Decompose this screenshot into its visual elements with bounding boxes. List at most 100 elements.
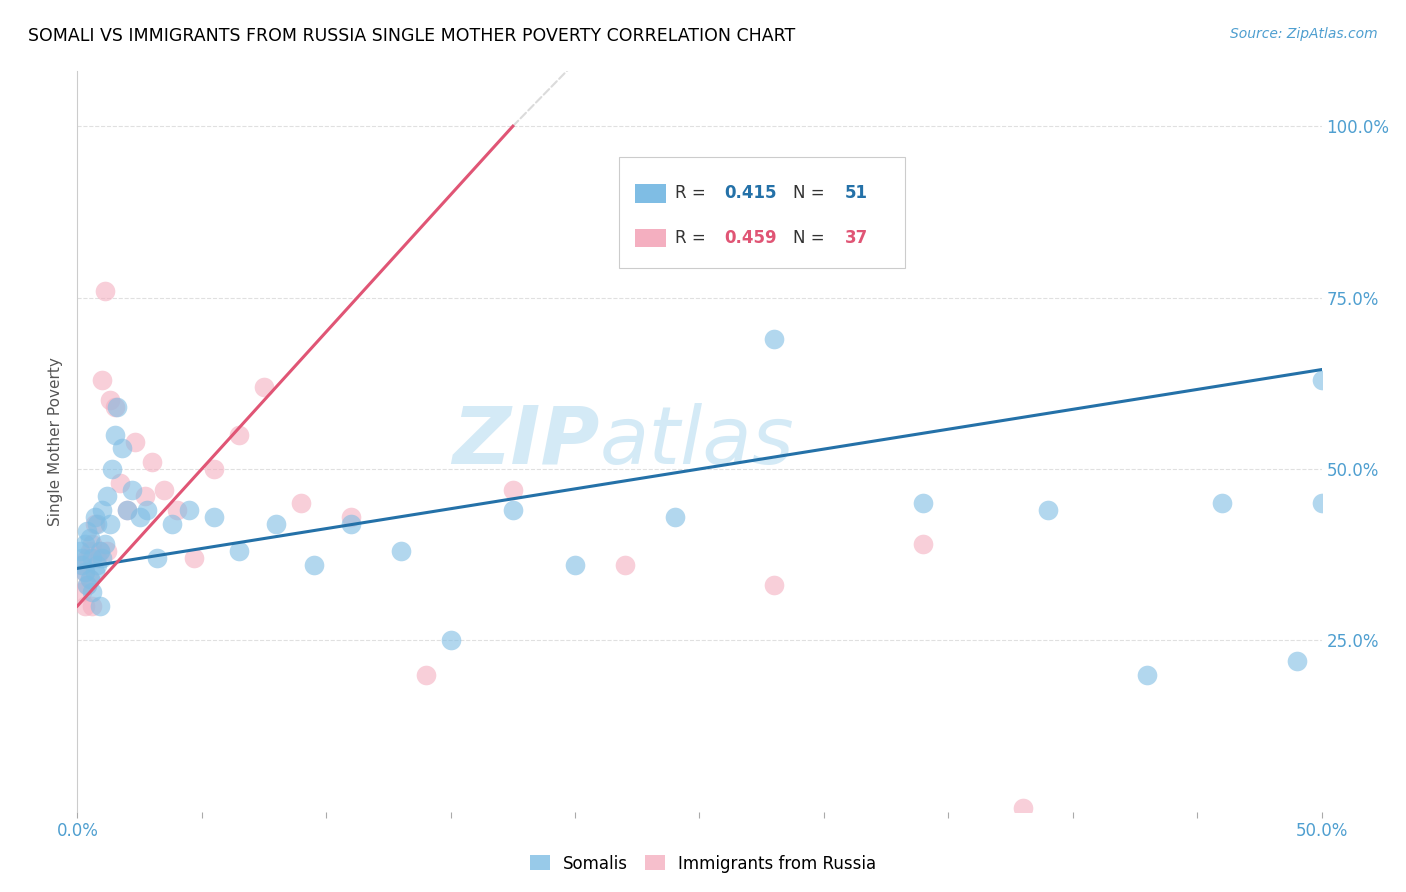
Point bbox=[1136, 667, 1159, 681]
Text: SOMALI VS IMMIGRANTS FROM RUSSIA SINGLE MOTHER POVERTY CORRELATION CHART: SOMALI VS IMMIGRANTS FROM RUSSIA SINGLE … bbox=[28, 27, 796, 45]
Legend: Somalis, Immigrants from Russia: Somalis, Immigrants from Russia bbox=[523, 848, 883, 880]
Point bbox=[96, 544, 118, 558]
Point bbox=[83, 510, 105, 524]
Point bbox=[912, 537, 935, 551]
Point bbox=[115, 503, 138, 517]
Point bbox=[141, 455, 163, 469]
Point bbox=[111, 442, 134, 456]
Text: N =: N = bbox=[793, 229, 830, 247]
Point bbox=[73, 599, 96, 613]
Point bbox=[101, 462, 124, 476]
Point bbox=[89, 599, 111, 613]
Text: N =: N = bbox=[793, 185, 830, 202]
Point bbox=[136, 503, 159, 517]
Point bbox=[253, 380, 276, 394]
Point bbox=[79, 531, 101, 545]
Point bbox=[79, 572, 101, 586]
Point bbox=[96, 489, 118, 503]
Point bbox=[389, 544, 412, 558]
Point bbox=[912, 496, 935, 510]
Point bbox=[1036, 503, 1059, 517]
Point bbox=[72, 551, 94, 566]
Text: 0.459: 0.459 bbox=[724, 229, 778, 247]
FancyBboxPatch shape bbox=[634, 184, 666, 202]
Point bbox=[266, 516, 288, 531]
Point bbox=[82, 551, 104, 566]
Point bbox=[98, 516, 121, 531]
Point bbox=[439, 633, 461, 648]
Point bbox=[415, 667, 437, 681]
Point bbox=[91, 373, 114, 387]
FancyBboxPatch shape bbox=[619, 156, 905, 268]
Text: 37: 37 bbox=[845, 229, 869, 247]
Point bbox=[86, 558, 108, 572]
Point bbox=[86, 551, 108, 566]
Point bbox=[98, 393, 121, 408]
Point bbox=[91, 551, 114, 566]
Point bbox=[179, 503, 201, 517]
Point bbox=[83, 516, 105, 531]
Point bbox=[82, 599, 104, 613]
Point bbox=[82, 585, 104, 599]
Point bbox=[73, 565, 96, 579]
Point bbox=[89, 544, 111, 558]
Point bbox=[134, 489, 156, 503]
Point bbox=[1310, 496, 1333, 510]
Point bbox=[79, 544, 101, 558]
Point bbox=[76, 578, 98, 592]
Point bbox=[82, 537, 104, 551]
Point bbox=[76, 578, 98, 592]
Point bbox=[72, 558, 94, 572]
Point bbox=[183, 551, 205, 566]
Point bbox=[76, 551, 98, 566]
Point bbox=[104, 401, 127, 415]
Y-axis label: Single Mother Poverty: Single Mother Poverty bbox=[48, 357, 63, 526]
Point bbox=[83, 565, 105, 579]
Point bbox=[1310, 373, 1333, 387]
Point bbox=[91, 503, 114, 517]
Point bbox=[502, 503, 524, 517]
Point bbox=[115, 503, 138, 517]
Point bbox=[76, 524, 98, 538]
Point bbox=[202, 510, 225, 524]
Point bbox=[1211, 496, 1233, 510]
Point bbox=[69, 558, 91, 572]
Point bbox=[108, 475, 131, 490]
Point bbox=[69, 544, 91, 558]
Point bbox=[73, 565, 96, 579]
Point bbox=[290, 496, 312, 510]
Text: R =: R = bbox=[675, 185, 710, 202]
Point bbox=[121, 483, 143, 497]
Point bbox=[72, 585, 94, 599]
Point bbox=[763, 332, 786, 346]
Text: Source: ZipAtlas.com: Source: ZipAtlas.com bbox=[1230, 27, 1378, 41]
Point bbox=[664, 510, 686, 524]
Point bbox=[93, 537, 115, 551]
Point bbox=[153, 483, 176, 497]
Text: R =: R = bbox=[675, 229, 710, 247]
FancyBboxPatch shape bbox=[634, 228, 666, 247]
Point bbox=[86, 516, 108, 531]
Point bbox=[146, 551, 169, 566]
Point bbox=[166, 503, 188, 517]
Point bbox=[228, 544, 250, 558]
Point bbox=[564, 558, 586, 572]
Point bbox=[73, 537, 96, 551]
Point bbox=[613, 558, 636, 572]
Point bbox=[1012, 801, 1035, 815]
Point bbox=[128, 510, 150, 524]
Point bbox=[340, 516, 363, 531]
Point bbox=[763, 578, 786, 592]
Point bbox=[93, 284, 115, 298]
Text: atlas: atlas bbox=[600, 402, 794, 481]
Point bbox=[105, 401, 128, 415]
Text: 51: 51 bbox=[845, 185, 868, 202]
Point bbox=[1285, 654, 1308, 668]
Point bbox=[104, 427, 127, 442]
Text: ZIP: ZIP bbox=[453, 402, 600, 481]
Point bbox=[302, 558, 325, 572]
Point bbox=[228, 427, 250, 442]
Point bbox=[89, 544, 111, 558]
Text: 0.415: 0.415 bbox=[724, 185, 778, 202]
Point bbox=[202, 462, 225, 476]
